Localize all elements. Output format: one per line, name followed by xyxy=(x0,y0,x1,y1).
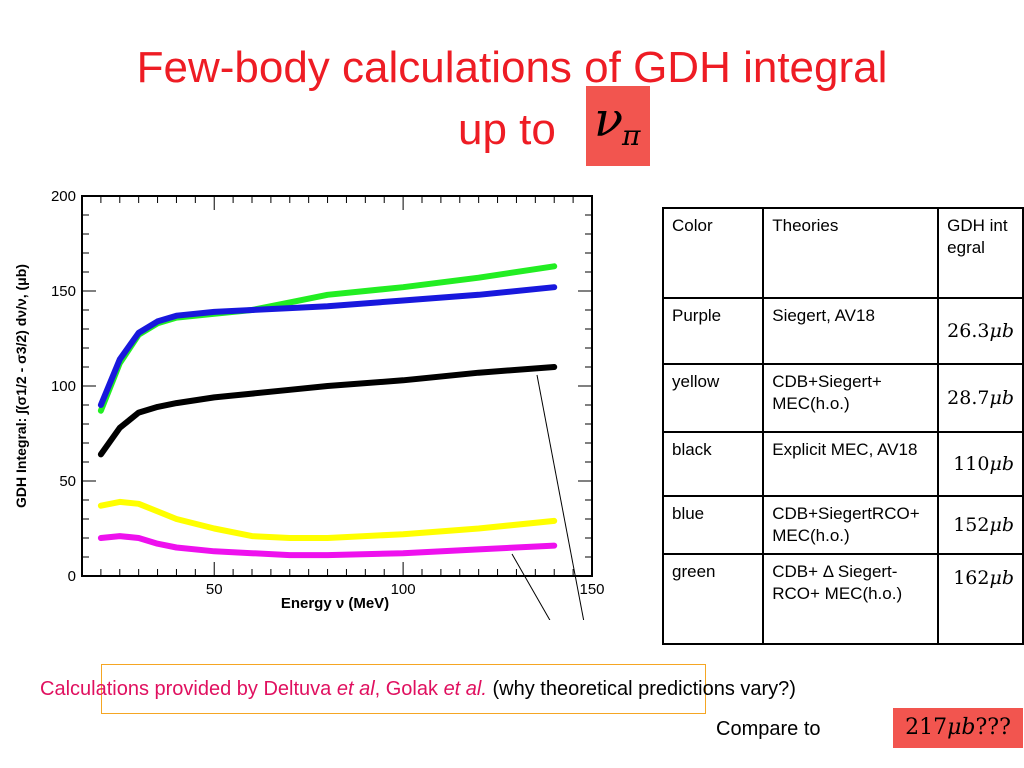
row-value: 162μb xyxy=(937,553,1024,645)
pi-subscript: π xyxy=(622,119,641,152)
row-color: Purple xyxy=(661,297,765,365)
y-tick-label: 200 xyxy=(51,188,76,205)
row-color: blue xyxy=(661,495,765,555)
series-line-4 xyxy=(97,533,558,559)
annotation-arrows xyxy=(511,374,585,620)
footnote-text: Calculations provided by Deltuva et al, … xyxy=(40,676,940,702)
gdh-line-chart: 0 50 100 150 200 50 100 150 Energy ν (MeV) GDH … xyxy=(13,188,605,620)
row-color: green xyxy=(661,553,765,645)
table-header-row: Color Theories GDH integral xyxy=(661,207,1024,299)
ticks-layer: 0 50 100 150 200 50 100 150 xyxy=(51,188,605,598)
series-line-1 xyxy=(97,284,558,408)
row-theory: CDB+ Δ Siegert-RCO+ MEC(h.o.) xyxy=(762,553,940,645)
x-tick-label: 50 xyxy=(206,581,223,598)
row-color: yellow xyxy=(661,363,765,433)
row-value: 110μb xyxy=(937,431,1024,497)
y-tick-label: 150 xyxy=(51,283,76,300)
y-tick-label: 100 xyxy=(51,378,76,395)
header-theories: Theories xyxy=(762,207,940,299)
compare-label: Compare to xyxy=(716,718,821,740)
row-theory: CDB+Siegert+ MEC(h.o.) xyxy=(762,363,940,433)
slide-title-line2: up to xyxy=(458,105,556,154)
theories-table: Color Theories GDH integral Purple Siege… xyxy=(661,207,1024,645)
header-gdh: GDH integral xyxy=(937,207,1024,299)
x-tick-label: 150 xyxy=(579,581,604,598)
slide-title-line1: Few-body calculations of GDH integral xyxy=(136,43,888,92)
row-color: black xyxy=(661,431,765,497)
nu-pi-symbol: ν π xyxy=(586,86,650,166)
y-tick-label: 0 xyxy=(68,568,76,585)
table-row: blue CDB+SiegertRCO+MEC(h.o.) 152μb xyxy=(661,495,1024,555)
arrow-line-black xyxy=(536,374,585,620)
series-line-0 xyxy=(97,263,558,414)
header-color: Color xyxy=(661,207,765,299)
x-axis-label: Energy ν (MeV) xyxy=(281,595,389,612)
x-tick-label: 100 xyxy=(391,581,416,598)
row-value: 152μb xyxy=(937,495,1024,555)
row-theory: Siegert, AV18 xyxy=(762,297,940,365)
series-layer xyxy=(97,263,558,559)
series-line-3 xyxy=(97,498,558,541)
footnote-question: (why theoretical predictions vary?) xyxy=(486,678,796,700)
row-theory: Explicit MEC, AV18 xyxy=(762,431,940,497)
table-row: green CDB+ Δ Siegert-RCO+ MEC(h.o.) 162μ… xyxy=(661,553,1024,645)
table-row: Purple Siegert, AV18 26.3μb xyxy=(661,297,1024,365)
row-value: 28.7μb xyxy=(937,363,1024,433)
compare-value-box: 217μb??? xyxy=(893,708,1023,748)
footnote-highlight-box xyxy=(101,664,706,714)
arrow-line-magenta xyxy=(511,553,551,620)
row-theory: CDB+SiegertRCO+MEC(h.o.) xyxy=(762,495,940,555)
nu-symbol: ν xyxy=(594,92,624,148)
table-row: yellow CDB+Siegert+ MEC(h.o.) 28.7μb xyxy=(661,363,1024,433)
row-value: 26.3μb xyxy=(937,297,1024,365)
table-row: black Explicit MEC, AV18 110μb xyxy=(661,431,1024,497)
footnote-authors: Calculations provided by Deltuva et al, … xyxy=(40,678,487,700)
series-line-2 xyxy=(97,364,558,458)
y-tick-label: 50 xyxy=(59,473,76,490)
y-axis-label: GDH Integral: ∫(σ1/2 - σ3/2) dν/ν, (μb) xyxy=(13,264,30,508)
